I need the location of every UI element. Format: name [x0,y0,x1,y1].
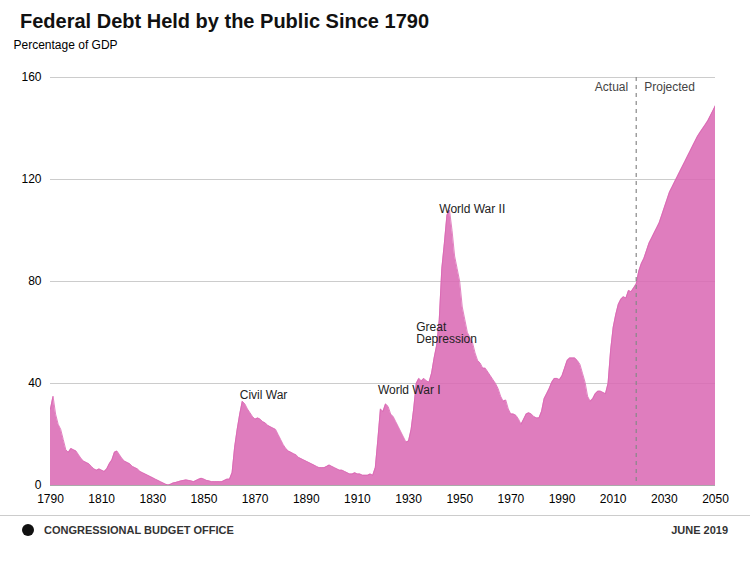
svg-text:1970: 1970 [498,492,525,506]
svg-text:1850: 1850 [191,492,218,506]
svg-text:Percentage of GDP: Percentage of GDP [14,38,118,52]
svg-text:GreatDepression: GreatDepression [416,320,477,346]
svg-text:120: 120 [21,172,41,186]
html-text:CONGRESSIONAL BUDGET OFFICE: CONGRESSIONAL BUDGET OFFICE [44,524,234,536]
svg-text:1950: 1950 [446,492,473,506]
svg-text:1810: 1810 [88,492,115,506]
svg-text:1930: 1930 [395,492,422,506]
svg-text:0: 0 [35,478,42,492]
html-text:JUNE 2019: JUNE 2019 [671,524,728,536]
svg-text:World War II: World War II [439,202,505,216]
svg-text:Projected: Projected [644,80,695,94]
svg-text:World War I: World War I [378,383,441,397]
svg-text:40: 40 [28,376,42,390]
svg-text:Civil War: Civil War [240,388,288,402]
svg-text:2050: 2050 [702,492,729,506]
svg-text:2030: 2030 [651,492,678,506]
svg-text:1990: 1990 [549,492,576,506]
svg-text:1890: 1890 [293,492,320,506]
svg-text:1910: 1910 [344,492,371,506]
svg-text:1790: 1790 [37,492,64,506]
html-text:Federal Debt Held by the Publi: Federal Debt Held by the Public Since 17… [20,10,429,32]
svg-text:1870: 1870 [242,492,269,506]
svg-text:160: 160 [21,70,41,84]
svg-text:Actual: Actual [595,80,628,94]
svg-text:80: 80 [28,274,42,288]
svg-text:1830: 1830 [139,492,166,506]
svg-text:2010: 2010 [600,492,627,506]
